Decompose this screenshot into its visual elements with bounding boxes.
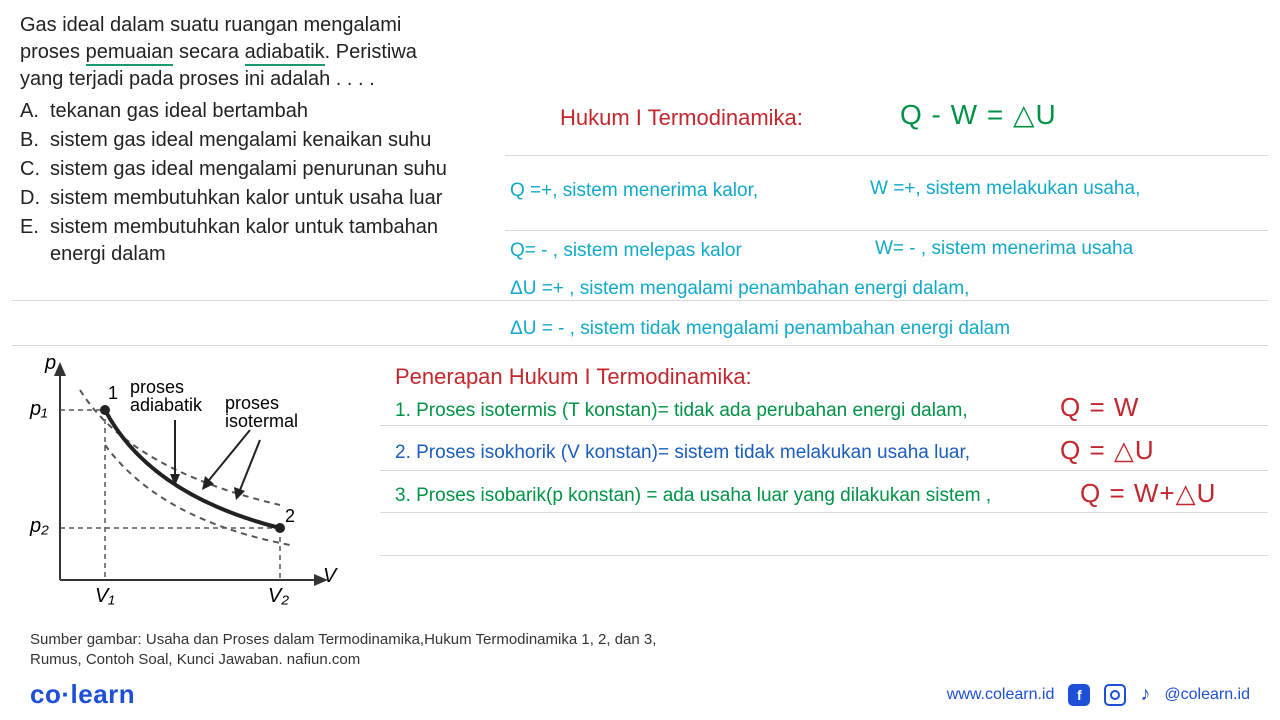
question-block: Gas ideal dalam suatu ruangan mengalami … bbox=[20, 12, 500, 269]
tiktok-icon[interactable]: ♪ bbox=[1140, 683, 1150, 706]
hline-5 bbox=[380, 425, 1268, 426]
footer: co·learn www.colearn.id f ♪ @colearn.id bbox=[30, 679, 1250, 710]
pv-diagram: p V p₁ p₂ V₁ V₂ 1 2 prosesadiabatik pros… bbox=[10, 350, 360, 630]
hline-1 bbox=[505, 155, 1268, 156]
options-list: A.tekanan gas ideal bertambah B.sistem g… bbox=[20, 97, 500, 269]
opt-e-letter: E. bbox=[20, 214, 50, 268]
question-line1: Gas ideal dalam suatu ruangan mengalami bbox=[20, 14, 401, 36]
logo-learn: learn bbox=[71, 679, 136, 709]
colearn-logo: co·learn bbox=[30, 679, 135, 710]
q-plus: Q =+, sistem menerima kalor, bbox=[510, 180, 758, 202]
apply-3-eq: Q = W+△U bbox=[1080, 478, 1216, 509]
law-equation: Q - W = △U bbox=[900, 98, 1057, 131]
opt-a-text: tekanan gas ideal bertambah bbox=[50, 98, 308, 125]
axis-p-label: p bbox=[45, 352, 56, 375]
point-1-label: 1 bbox=[108, 383, 118, 404]
law-title: Hukum I Termodinamika: bbox=[560, 105, 803, 131]
opt-c-text: sistem gas ideal mengalami penurunan suh… bbox=[50, 156, 447, 183]
question-line3: yang terjadi pada proses ini adalah . . … bbox=[20, 66, 500, 93]
v1-label: V₁ bbox=[95, 585, 115, 608]
v2-label: V₂ bbox=[268, 585, 289, 608]
question-line2a: proses bbox=[20, 41, 86, 63]
hline-7 bbox=[380, 512, 1268, 513]
underline-adiabatik: adiabatik bbox=[245, 41, 325, 66]
du-minus: ΔU = - , sistem tidak mengalami penambah… bbox=[510, 318, 1010, 340]
hline-6 bbox=[380, 470, 1268, 471]
opt-d-letter: D. bbox=[20, 185, 50, 212]
apply-1-eq: Q = W bbox=[1060, 392, 1139, 423]
opt-b-text: sistem gas ideal mengalami kenaikan suhu bbox=[50, 127, 431, 154]
footer-right: www.colearn.id f ♪ @colearn.id bbox=[947, 683, 1250, 706]
apply-2: 2. Proses isokhorik (V konstan)= sistem … bbox=[395, 442, 970, 464]
adiabatik-label: prosesadiabatik bbox=[130, 378, 202, 414]
logo-co: co bbox=[30, 679, 61, 709]
question-line2b: secara bbox=[173, 41, 244, 63]
opt-d-text: sistem membutuhkan kalor untuk usaha lua… bbox=[50, 185, 442, 212]
opt-c-letter: C. bbox=[20, 156, 50, 183]
apply-title: Penerapan Hukum I Termodinamika: bbox=[395, 364, 752, 390]
image-source: Sumber gambar: Usaha dan Proses dalam Te… bbox=[30, 630, 656, 669]
isotermal-label: prosesisotermal bbox=[225, 394, 298, 430]
apply-3: 3. Proses isobarik(p konstan) = ada usah… bbox=[395, 485, 991, 507]
apply-2-eq: Q = △U bbox=[1060, 435, 1155, 466]
p2-label: p₂ bbox=[30, 515, 49, 538]
logo-dot: · bbox=[61, 679, 70, 709]
p1-label: p₁ bbox=[30, 398, 47, 421]
w-plus: W =+, sistem melakukan usaha, bbox=[870, 178, 1140, 200]
hline-3 bbox=[12, 300, 1268, 301]
source-line2: Rumus, Contoh Soal, Kunci Jawaban. nafiu… bbox=[30, 651, 360, 668]
q-minus: Q= - , sistem melepas kalor bbox=[510, 240, 742, 262]
hline-2 bbox=[505, 230, 1268, 231]
underline-pemuaian: pemuaian bbox=[86, 41, 174, 66]
hline-8 bbox=[380, 555, 1268, 556]
question-line2c: . Peristiwa bbox=[325, 41, 417, 63]
footer-url[interactable]: www.colearn.id bbox=[947, 686, 1055, 704]
hline-4 bbox=[12, 345, 1268, 346]
du-plus: ΔU =+ , sistem mengalami penambahan ener… bbox=[510, 278, 969, 300]
source-line1: Sumber gambar: Usaha dan Proses dalam Te… bbox=[30, 631, 656, 648]
w-minus: W= - , sistem menerima usaha bbox=[875, 238, 1133, 260]
footer-handle[interactable]: @colearn.id bbox=[1164, 686, 1250, 704]
instagram-icon[interactable] bbox=[1104, 684, 1126, 706]
point-2-label: 2 bbox=[285, 506, 295, 527]
opt-b-letter: B. bbox=[20, 127, 50, 154]
opt-a-letter: A. bbox=[20, 98, 50, 125]
facebook-icon[interactable]: f bbox=[1068, 684, 1090, 706]
apply-1: 1. Proses isotermis (T konstan)= tidak a… bbox=[395, 400, 968, 422]
opt-e-text: sistem membutuhkan kalor untuk tambahan … bbox=[50, 214, 470, 268]
axis-v-label: V bbox=[323, 565, 336, 588]
